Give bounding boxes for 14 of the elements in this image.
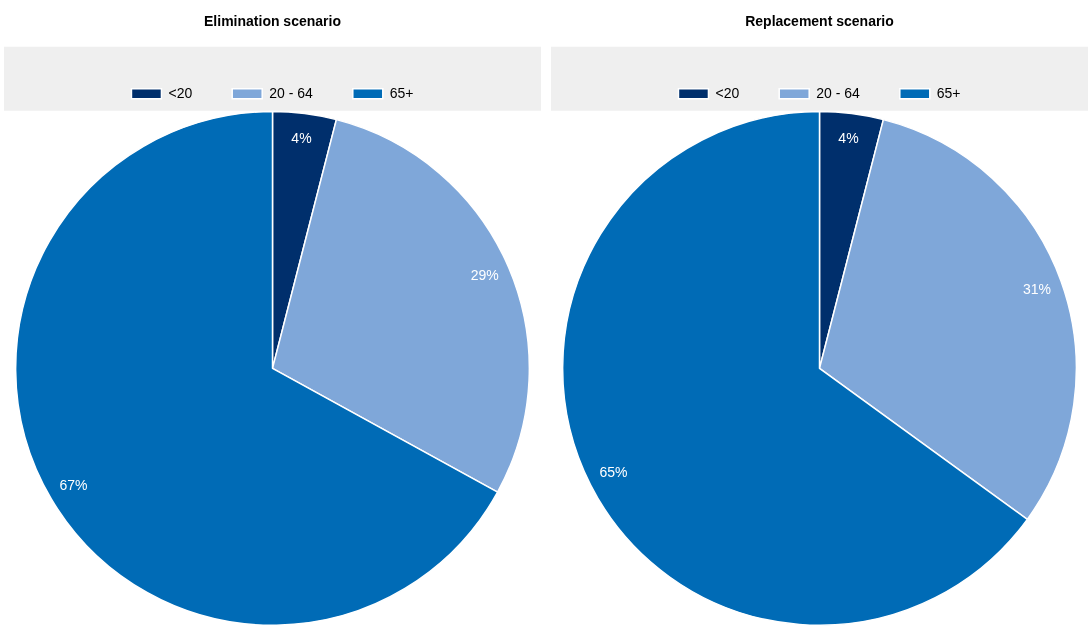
chart-title: Elimination scenario (204, 13, 341, 30)
data-label: 4% (838, 129, 859, 146)
legend-label: 65+ (389, 84, 414, 101)
chart-title: Replacement scenario (745, 13, 894, 30)
legend-label: 20 - 64 (269, 84, 314, 101)
legend-label: 20 - 64 (816, 84, 861, 101)
data-label: 4% (291, 129, 312, 146)
data-label: 65% (599, 464, 628, 481)
data-label: 29% (470, 267, 499, 284)
data-label: 31% (1022, 280, 1052, 297)
data-label: 67% (59, 476, 88, 493)
legend-label: <20 (168, 84, 193, 101)
legend-label: 65+ (936, 84, 961, 101)
legend-label: <20 (715, 84, 740, 101)
